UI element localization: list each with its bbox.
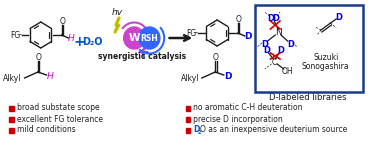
Text: O: O [36,52,41,61]
Text: H: H [68,34,74,42]
Bar [9,117,14,122]
Text: C: C [272,57,277,66]
Text: D: D [277,46,285,55]
Text: D: D [261,40,268,49]
Text: O: O [59,16,65,25]
Text: O: O [213,52,218,61]
FancyBboxPatch shape [255,5,363,92]
Text: FG: FG [10,30,20,40]
Text: synergistic catalysis: synergistic catalysis [98,51,186,61]
Circle shape [139,27,160,49]
Text: no aromatic C-H deuteration: no aromatic C-H deuteration [193,103,303,112]
Bar [186,127,191,132]
Text: -: - [18,30,21,40]
Text: O as an inexpensive deuterium source: O as an inexpensive deuterium source [200,126,347,135]
Text: RSH: RSH [141,34,158,42]
Text: W: W [129,33,140,43]
Text: FG: FG [186,29,197,37]
Text: mild conditions: mild conditions [17,126,76,135]
Text: D: D [336,12,342,21]
Text: +: + [73,35,85,49]
Text: excellent FG tolerance: excellent FG tolerance [17,115,103,123]
Text: 2: 2 [198,130,201,135]
Text: N: N [275,27,282,36]
Text: D₂O: D₂O [82,37,102,47]
Bar [186,106,191,111]
Bar [9,106,14,111]
Circle shape [124,27,145,49]
Text: H: H [47,71,54,81]
Text: D: D [287,40,294,49]
Text: OH: OH [282,66,293,76]
Text: broad substate scope: broad substate scope [17,103,99,112]
Text: hv: hv [111,7,122,16]
Text: Suzuki: Suzuki [313,52,338,61]
Text: D: D [263,46,270,55]
Text: D: D [267,14,274,22]
Text: D: D [224,71,231,81]
Text: D: D [244,31,251,41]
Bar [9,127,14,132]
Text: precise D incorporation: precise D incorporation [193,115,283,123]
Text: D: D [193,126,200,135]
Text: D-labeled libraries: D-labeled libraries [269,93,346,102]
Text: Sonogashira: Sonogashira [302,61,350,71]
Bar [186,117,191,122]
Text: O: O [235,15,242,24]
Text: D: D [273,14,280,22]
Text: Alkyl: Alkyl [3,74,22,82]
Text: Alkyl: Alkyl [180,74,199,82]
Text: -: - [195,29,198,37]
